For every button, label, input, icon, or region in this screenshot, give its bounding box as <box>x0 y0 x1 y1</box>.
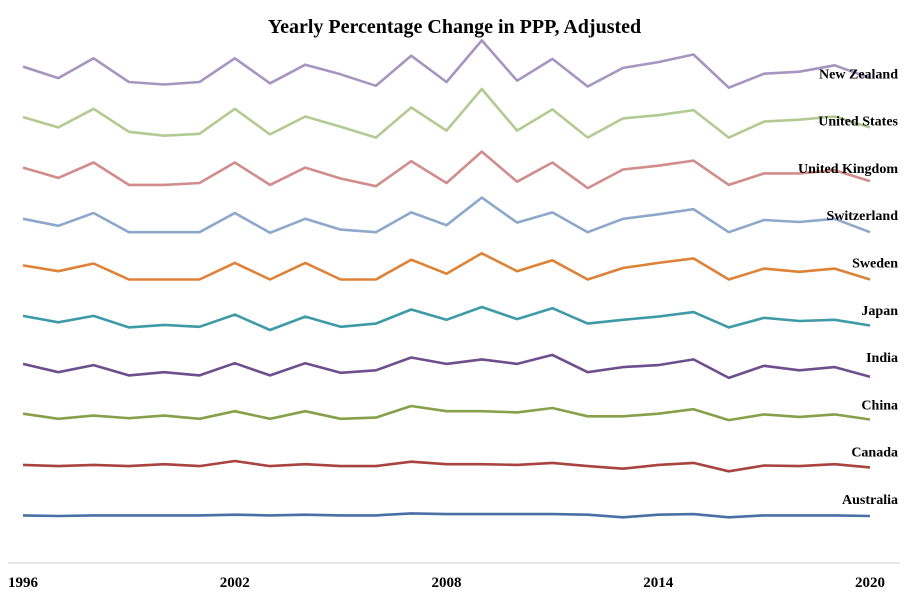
series-line-japan <box>22 305 871 332</box>
series-label-canada: Canada <box>851 446 898 461</box>
series-label-sweden: Sweden <box>852 257 898 272</box>
series-line-new-zealand <box>22 39 871 89</box>
x-tick-label-2020: 2020 <box>855 575 885 591</box>
series-labels: Australia Canada China India Japan Sweden Swit… <box>798 67 899 508</box>
series-label-china: China <box>861 398 898 413</box>
series-label-new-zealand: New Zealand <box>819 67 898 82</box>
series-line-switzerland <box>22 196 871 235</box>
series-label-japan: Japan <box>861 304 898 319</box>
series-line-united-states <box>22 87 871 139</box>
series-line-united-kingdom <box>22 150 871 190</box>
series-label-switzerland: Switzerland <box>826 209 898 224</box>
x-axis-ticks: 1996 2002 2008 2014 2020 <box>8 575 885 591</box>
x-tick-label-2008: 2008 <box>432 575 462 591</box>
series-line-india <box>22 353 871 380</box>
series-lines <box>22 39 871 519</box>
series-line-sweden <box>22 252 871 281</box>
x-tick-label-2002: 2002 <box>220 575 250 591</box>
x-tick-label-1996: 1996 <box>8 575 39 591</box>
series-line-australia <box>22 512 871 519</box>
chart-title: Yearly Percentage Change in PPP, Adjuste… <box>267 16 642 38</box>
series-label-india: India <box>866 351 898 366</box>
series-label-australia: Australia <box>842 493 898 508</box>
series-line-canada <box>22 459 871 473</box>
x-tick-label-2014: 2014 <box>643 575 674 591</box>
series-label-united-states: United States <box>818 115 898 130</box>
series-line-china <box>22 404 871 422</box>
series-label-united-kingdom: United Kingdom <box>798 162 898 177</box>
